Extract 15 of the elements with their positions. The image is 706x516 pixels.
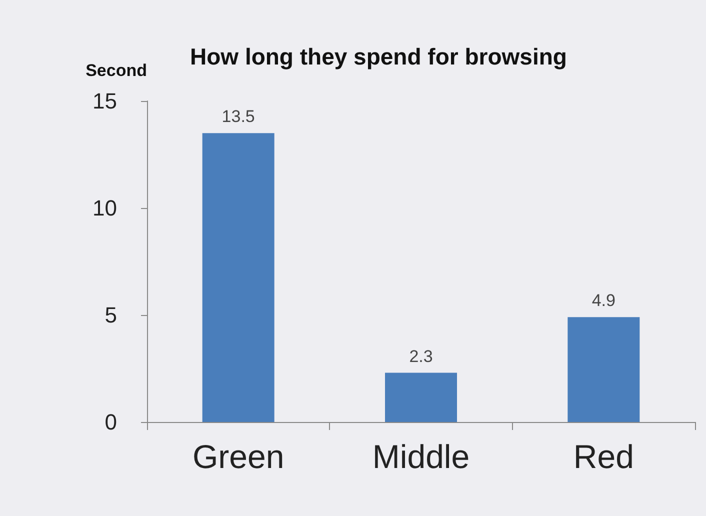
x-tick-label: Green	[192, 438, 284, 475]
y-tick-label: 0	[104, 410, 117, 434]
y-axis-title: Second	[86, 61, 147, 80]
data-label: 2.3	[409, 346, 433, 366]
x-tick-label: Middle	[372, 438, 470, 475]
x-tick-label: Red	[573, 438, 634, 475]
bar	[385, 372, 457, 422]
bar	[568, 317, 640, 422]
y-tick-label: 15	[92, 88, 117, 114]
data-label: 4.9	[592, 291, 616, 310]
data-label: 13.5	[222, 107, 255, 126]
chart-title: How long they spend for browsing	[190, 44, 567, 70]
bar	[202, 133, 274, 422]
y-tick-label: 10	[92, 196, 117, 220]
y-tick-label: 5	[104, 302, 117, 328]
